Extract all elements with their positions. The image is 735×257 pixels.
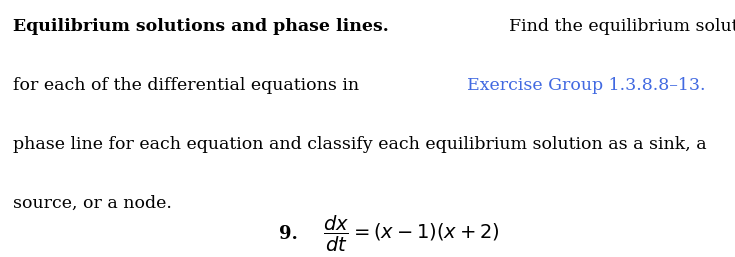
Text: Exercise Group 1.3.8.8–13.: Exercise Group 1.3.8.8–13. [467, 77, 706, 94]
Text: source, or a node.: source, or a node. [13, 195, 172, 212]
Text: Find the equilibrium solutions: Find the equilibrium solutions [498, 18, 735, 35]
Text: Equilibrium solutions and phase lines.: Equilibrium solutions and phase lines. [13, 18, 389, 35]
Text: phase line for each equation and classify each equilibrium solution as a sink, a: phase line for each equation and classif… [13, 136, 707, 153]
Text: $\dfrac{dx}{dt} = (x - 1)(x + 2)$: $\dfrac{dx}{dt} = (x - 1)(x + 2)$ [323, 214, 501, 254]
Text: for each of the differential equations in: for each of the differential equations i… [13, 77, 365, 94]
Text: 9.: 9. [279, 225, 298, 243]
